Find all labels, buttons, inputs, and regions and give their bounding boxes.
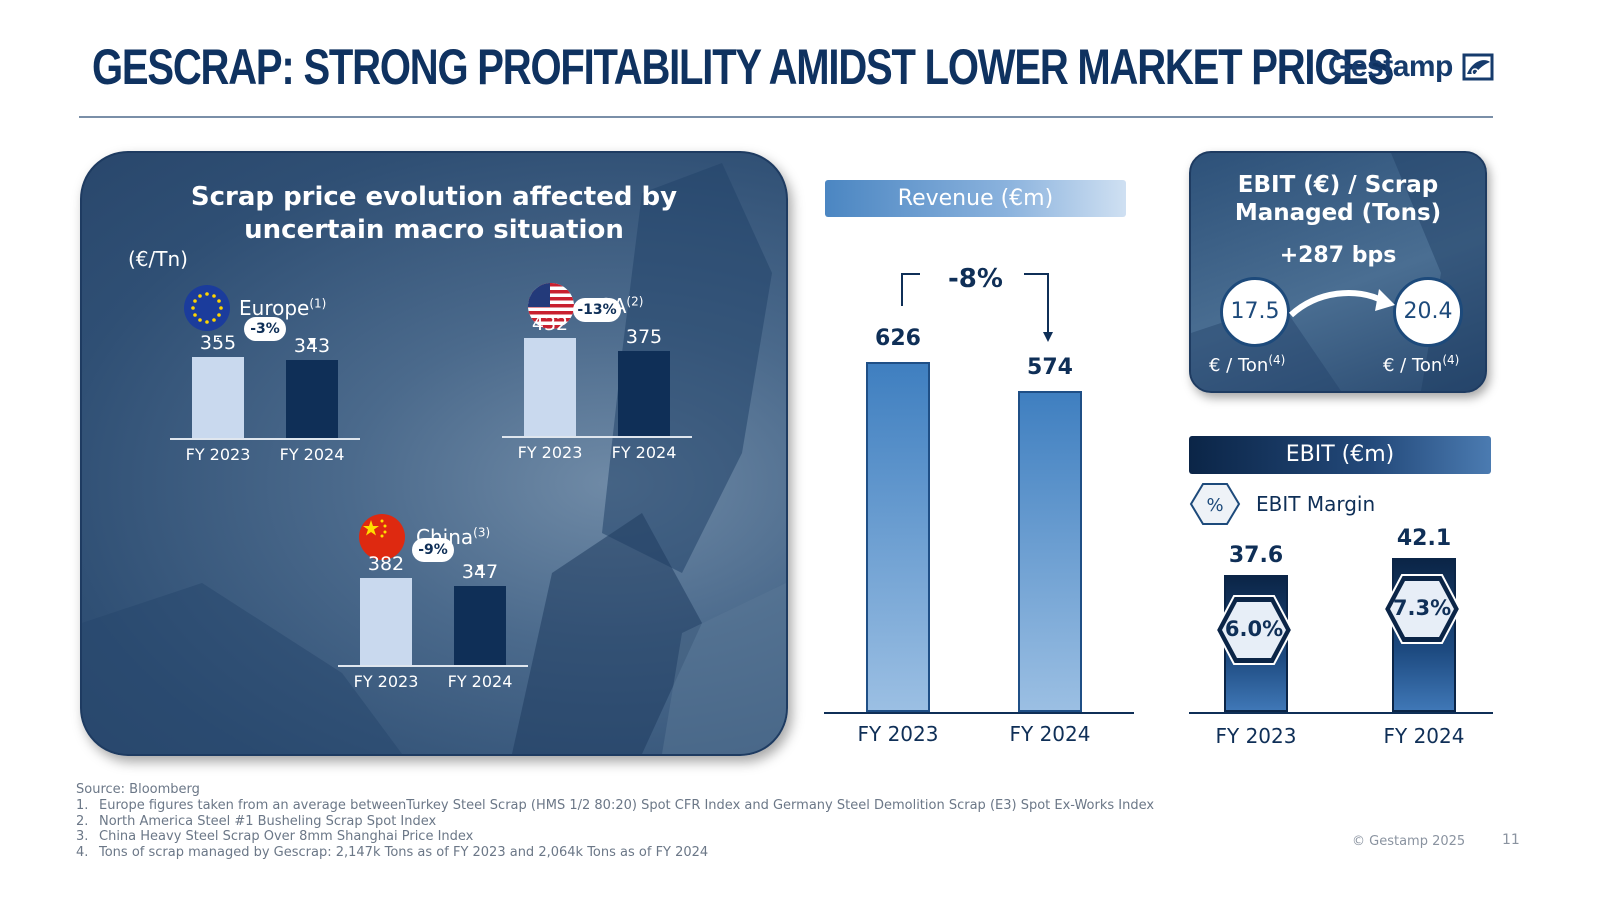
value-label: 343 bbox=[293, 335, 331, 358]
panel-title: Scrap price evolution affected by uncert… bbox=[82, 181, 786, 247]
card-title-line1: EBIT (€) / Scrap bbox=[1237, 172, 1439, 198]
revenue-value: 626 bbox=[875, 326, 921, 352]
footnote-3: 3. China Heavy Steel Scrap Over 8mm Shang… bbox=[76, 829, 474, 845]
ebit-chart: 37.6 FY 2023 6.0% 42.1 FY 2024 7.3% bbox=[1189, 520, 1493, 760]
scrap-background-image bbox=[82, 163, 786, 754]
x-tick-label: FY 2023 bbox=[857, 722, 939, 746]
revenue-bar-2 bbox=[1018, 391, 1082, 712]
ebit-margin-hexagon bbox=[1214, 594, 1294, 665]
ebit-margin-hexagon bbox=[1382, 574, 1462, 645]
change-pill: -3% bbox=[244, 317, 286, 342]
revenue-change-bracket bbox=[901, 273, 1053, 342]
china-flag-icon bbox=[359, 514, 405, 560]
footnote-2: 2. North America Steel #1 Busheling Scrap… bbox=[76, 813, 437, 829]
unit-label: (€/Tn) bbox=[128, 247, 188, 271]
value-label: 355 bbox=[199, 332, 237, 355]
x-tick-label: FY 2024 bbox=[1383, 724, 1465, 748]
x-axis-line bbox=[824, 712, 1134, 714]
fy2023-ebit-per-ton: 17.5 bbox=[1220, 277, 1290, 347]
change-pill: -9% bbox=[412, 538, 454, 563]
value-label: 375 bbox=[625, 325, 663, 348]
bar-fy-2023 bbox=[360, 578, 412, 665]
curved-arrow-icon bbox=[1288, 289, 1395, 318]
usa-flag-icon bbox=[528, 283, 574, 329]
ebit-value: 37.6 bbox=[1228, 542, 1284, 568]
revenue-chart: -8% 626 FY 2023 574 FY 2024 bbox=[824, 250, 1134, 760]
revenue-value: 574 bbox=[1027, 355, 1073, 381]
revenue-header: Revenue (€m) bbox=[825, 180, 1126, 217]
usa-note: (2) bbox=[626, 294, 644, 309]
panel-title-line1: Scrap price evolution affected by bbox=[190, 182, 678, 212]
header-divider bbox=[79, 116, 1493, 118]
footnotes: Source: Bloomberg 1. Europe figures taken… bbox=[76, 782, 1154, 861]
x-tick-label: FY 2024 bbox=[1009, 722, 1091, 746]
legend-symbol: % bbox=[1206, 495, 1223, 516]
x-tick-label: FY 2024 bbox=[611, 443, 677, 462]
card-title: EBIT (€) / Scrap Managed (Tons) bbox=[1191, 171, 1485, 227]
change-bracket bbox=[476, 565, 484, 572]
unit-right: € / Ton(4) bbox=[1383, 353, 1459, 376]
x-axis-line bbox=[1189, 712, 1493, 714]
ebit-per-ton-card: EBIT (€) / Scrap Managed (Tons) +287 bps… bbox=[1189, 151, 1487, 393]
x-axis-line bbox=[502, 436, 692, 438]
change-pill: -13% bbox=[573, 297, 621, 322]
change-bracket bbox=[217, 338, 316, 346]
x-tick-label: FY 2024 bbox=[447, 672, 513, 691]
logo-text: Gestamp bbox=[1328, 50, 1453, 83]
ebit-margin-legend-icon: % bbox=[1189, 483, 1241, 525]
eu-flag-icon bbox=[184, 285, 230, 331]
gestamp-logo: Gestamp bbox=[1328, 50, 1495, 84]
footnote-1: 1. Europe figures taken from an average b… bbox=[76, 797, 1155, 813]
europe-name: Europe bbox=[239, 296, 310, 320]
ebit-margin-label: 6.0% bbox=[1224, 616, 1284, 641]
unit-left-note: (4) bbox=[1268, 353, 1286, 367]
x-tick-label: FY 2024 bbox=[279, 445, 345, 464]
china-note: (3) bbox=[473, 525, 491, 540]
revenue-change: -8% bbox=[948, 264, 1003, 294]
page-number: 11 bbox=[1502, 832, 1520, 848]
bar-fy-2024 bbox=[286, 360, 338, 438]
bar-fy-2023 bbox=[524, 337, 576, 436]
europe-chart: 355 FY 2023 343 FY 2024 -3% bbox=[170, 317, 360, 488]
value-label: 347 bbox=[461, 561, 499, 584]
unit-right-note: (4) bbox=[1442, 353, 1460, 367]
gestamp-logo-icon bbox=[1462, 53, 1494, 81]
x-axis-line bbox=[338, 665, 528, 667]
ebit-margin-legend: EBIT Margin bbox=[1256, 492, 1376, 516]
x-tick-label: FY 2023 bbox=[353, 672, 419, 691]
footnote-4: 4. Tons of scrap managed by Gescrap: 2,14… bbox=[76, 845, 709, 861]
bps-change: +287 bps bbox=[1279, 243, 1397, 268]
unit-left-text: € / Ton bbox=[1209, 355, 1269, 376]
source-note: Source: Bloomberg bbox=[76, 782, 200, 797]
unit-right-text: € / Ton bbox=[1383, 355, 1443, 376]
fy2024-ebit-per-ton: 20.4 bbox=[1393, 277, 1463, 347]
europe-note: (1) bbox=[309, 296, 327, 311]
ebit-margin-label: 7.3% bbox=[1392, 596, 1452, 621]
bar-fy-2023 bbox=[192, 357, 244, 438]
page-title: GESCRAP: STRONG PROFITABILITY AMIDST LOW… bbox=[92, 39, 1394, 95]
x-tick-label: FY 2023 bbox=[1215, 724, 1297, 748]
europe-label: Europe(1) bbox=[239, 296, 326, 320]
china-chart: 382 FY 2023 347 FY 2024 -9% bbox=[338, 538, 528, 715]
ebit-header: EBIT (€m) bbox=[1189, 436, 1491, 474]
scrap-price-panel: Scrap price evolution affected by uncert… bbox=[80, 151, 788, 756]
ebit-value: 42.1 bbox=[1396, 526, 1452, 552]
bar-fy-2024 bbox=[618, 350, 670, 436]
value-label: 432 bbox=[531, 312, 569, 335]
revenue-bar-1 bbox=[866, 362, 930, 712]
unit-left: € / Ton(4) bbox=[1209, 353, 1285, 376]
copyright: © Gestamp 2025 bbox=[1352, 834, 1466, 849]
x-tick-label: FY 2023 bbox=[517, 443, 583, 462]
x-tick-label: FY 2023 bbox=[185, 445, 251, 464]
panel-title-line2: uncertain macro situation bbox=[244, 215, 624, 245]
x-axis-line bbox=[170, 438, 360, 440]
usa-chart: 432 FY 2023 375 FY 2024 -13% bbox=[502, 297, 692, 486]
card-title-line2: Managed (Tons) bbox=[1234, 200, 1442, 226]
bar-fy-2024 bbox=[454, 586, 506, 665]
value-label: 382 bbox=[367, 553, 405, 576]
